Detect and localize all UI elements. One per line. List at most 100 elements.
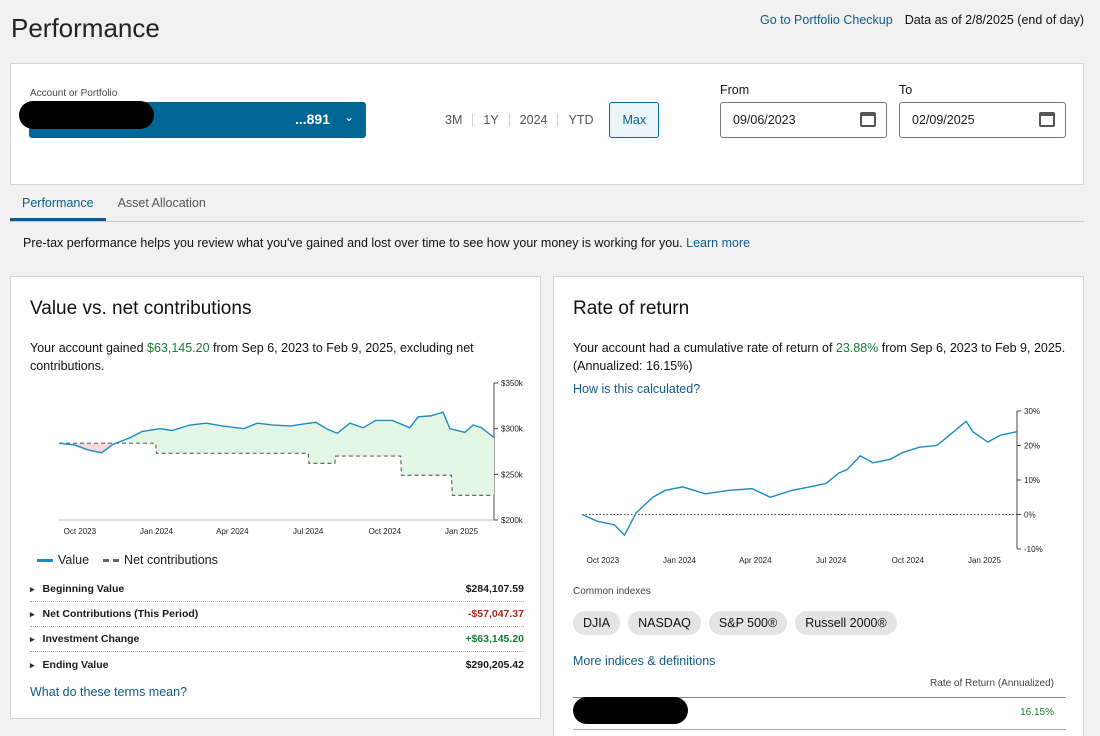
stat-row-investment-change[interactable]: Investment Change +$63,145.20 [30,627,524,652]
index-pill-sp500[interactable]: S&P 500® [708,611,788,635]
index-pill-djia[interactable]: DJIA [573,611,621,635]
legend-net-contributions: Net contributions [103,553,218,567]
stat-row-ending[interactable]: Ending Value $290,205.42 [30,652,524,677]
value-legend: Value Net contributions [37,553,218,567]
stat-label: Investment Change [30,633,140,645]
ror-summary: Your account had a cumulative rate of re… [573,339,1068,375]
legend-value: Value [37,553,89,567]
rate-of-return-card: Rate of return Your account had a cumula… [553,276,1084,736]
value-chart: $350k $300k $250k $200k Oct 2023 Jan 2024 Apr … [58,379,524,536]
range-max[interactable]: Max [609,102,660,138]
x-tick-label: Oct 2024 [892,556,925,565]
stat-value: -$57,047.37 [467,608,524,620]
to-date-value: 02/09/2025 [912,113,975,127]
stat-row-beginning[interactable]: Beginning Value $284,107.59 [30,577,524,602]
x-tick-label: Jul 2024 [293,527,324,536]
redaction-mark [19,101,154,129]
x-tick-label: Oct 2023 [64,527,97,536]
gain-area [59,412,494,496]
summary-text: from Sep 6, 2023 to Feb 9, 2025. [878,341,1066,355]
y-tick-label: $300k [501,425,524,434]
intro-sentence: Pre-tax performance helps you review wha… [23,236,683,250]
y-tick-label: $200k [501,516,524,525]
y-tick-label: 0% [1024,511,1036,520]
summary-text: Your account gained [30,341,147,355]
x-tick-label: Oct 2023 [587,556,620,565]
y-tick-label: $250k [501,470,524,479]
page-title: Performance [11,13,160,43]
range-1y[interactable]: 1Y [472,113,508,127]
from-date-value: 09/06/2023 [733,113,796,127]
indexes-label: Common indexes [573,586,651,597]
calendar-icon[interactable] [1039,112,1055,127]
y-tick-label: 10% [1024,476,1040,485]
more-indices-link[interactable]: More indices & definitions [573,654,716,668]
x-tick-label: Jan 2025 [445,527,478,536]
x-tick-label: Jan 2025 [968,556,1001,565]
stat-label: Ending Value [30,659,109,671]
to-label: To [899,83,913,97]
summary-text: Your account had a cumulative rate of re… [573,341,836,355]
stat-label: Net Contributions (This Period) [30,608,199,620]
rate-of-return-line [581,420,1018,537]
stat-value: $284,107.59 [465,583,524,595]
stat-value: $290,205.42 [465,658,524,671]
cumulative-return: 23.88% [835,341,879,355]
index-pills: DJIA NASDAQ S&P 500® Russell 2000® [573,611,897,635]
x-tick-label: Apr 2024 [739,556,772,565]
ror-card-title: Rate of return [573,298,690,319]
to-date-input[interactable]: 02/09/2025 [899,102,1066,138]
net-contributions-line [59,442,494,496]
stat-value: +$63,145.20 [465,633,524,645]
chevron-down-icon: ⌄ [343,110,354,124]
index-pill-nasdaq[interactable]: NASDAQ [628,611,701,635]
loss-area [59,443,114,453]
ror-chart: 30% 20% 10% 0% -10% Oct 2023 Jan 2024 Apr 2024 J… [581,407,1043,565]
x-tick-label: Jan 2024 [663,556,696,565]
ror-table-header: Rate of Return (Annualized) [930,678,1054,689]
calendar-icon[interactable] [860,112,876,127]
summary-text: from Sep 6, 2023 to Feb 9, 2025, excludi… [30,341,474,373]
tab-asset-allocation[interactable]: Asset Allocation [117,196,206,210]
data-as-of: Data as of 2/8/2025 (end of day) [904,13,1084,27]
index-pill-russell2000[interactable]: Russell 2000® [795,611,897,635]
intro-text: Pre-tax performance helps you review wha… [23,236,750,250]
account-number: ...891 [294,111,330,127]
y-tick-label: 20% [1024,442,1040,451]
y-tick-label: 30% [1024,407,1040,416]
range-ytd[interactable]: YTD [557,113,603,127]
x-tick-label: Apr 2024 [216,527,249,536]
from-date-input[interactable]: 09/06/2023 [720,102,887,138]
ror-row-value: 16.15% [1020,707,1054,718]
x-tick-label: Oct 2024 [369,527,402,536]
header-links: Go to Portfolio Checkup Data as of 2/8/2… [760,13,1084,27]
from-label: From [720,83,750,97]
value-line [58,411,495,454]
annualized-return: (Annualized: 16.15%) [573,359,693,373]
divider [573,697,1066,698]
range-2024[interactable]: 2024 [508,113,558,127]
portfolio-checkup-link[interactable]: Go to Portfolio Checkup [759,13,893,27]
value-card-title: Value vs. net contributions [30,298,252,319]
value-card: Value vs. net contributions Your account… [10,276,541,719]
value-summary: Your account gained $63,145.20 from Sep … [30,339,490,375]
tab-performance[interactable]: Performance [10,190,106,221]
redaction-mark [573,697,688,724]
stat-row-net-contributions[interactable]: Net Contributions (This Period) -$57,047… [30,602,524,627]
how-calculated-link[interactable]: How is this calculated? [573,382,701,396]
account-select[interactable]: ...891 ⌄ [19,101,366,138]
tab-bar: Performance Asset Allocation [10,190,1084,222]
y-tick-label: -10% [1024,545,1043,554]
range-selector: 3M 1Y 2024 YTD Max [435,102,660,138]
y-tick-label: $350k [501,379,524,388]
x-tick-label: Jan 2024 [140,527,173,536]
gain-amount: $63,145.20 [147,341,210,355]
divider [573,729,1066,730]
terms-link[interactable]: What do these terms mean? [30,685,188,699]
learn-more-link[interactable]: Learn more [686,236,751,250]
account-label: Account or Portfolio [30,88,118,99]
x-tick-label: Jul 2024 [816,556,847,565]
range-3m[interactable]: 3M [445,113,463,127]
stat-label: Beginning Value [30,583,125,595]
filter-panel: Account or Portfolio ...891 ⌄ 3M 1Y 2024… [10,63,1084,185]
